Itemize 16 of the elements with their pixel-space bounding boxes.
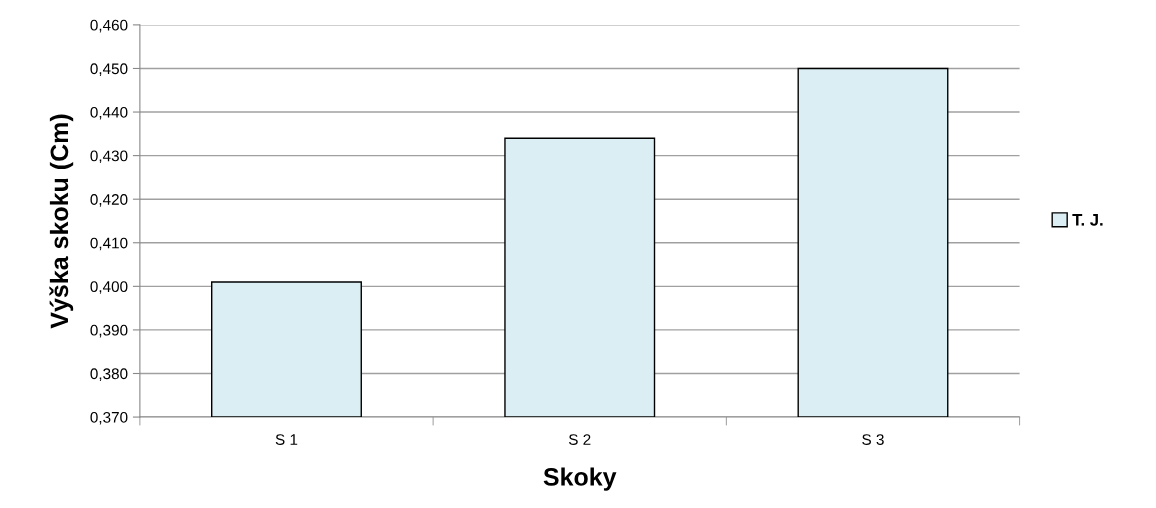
x-tick-label: S 1 — [275, 434, 298, 445]
x-axis-title: Skoky — [543, 467, 617, 491]
y-tick-label: 0,410 — [90, 237, 128, 251]
y-tick-label: 0,370 — [90, 411, 128, 425]
legend-label: T. J. — [1072, 214, 1103, 226]
y-axis-title: Výška skoku (Cm) — [49, 114, 74, 329]
y-tick-label: 0,390 — [90, 324, 128, 338]
y-tick-label: 0,420 — [90, 194, 128, 207]
y-tick-label: 0,460 — [90, 19, 128, 33]
y-tick-label: 0,440 — [90, 106, 128, 120]
y-tick-label: 0,450 — [90, 63, 128, 76]
y-tick-label: 0,400 — [90, 281, 128, 294]
y-tick-label: 0,380 — [90, 368, 128, 381]
x-tick-label: S 2 — [568, 434, 591, 445]
x-tick-label: S 3 — [862, 434, 884, 445]
y-tick-label: 0,430 — [90, 150, 128, 164]
